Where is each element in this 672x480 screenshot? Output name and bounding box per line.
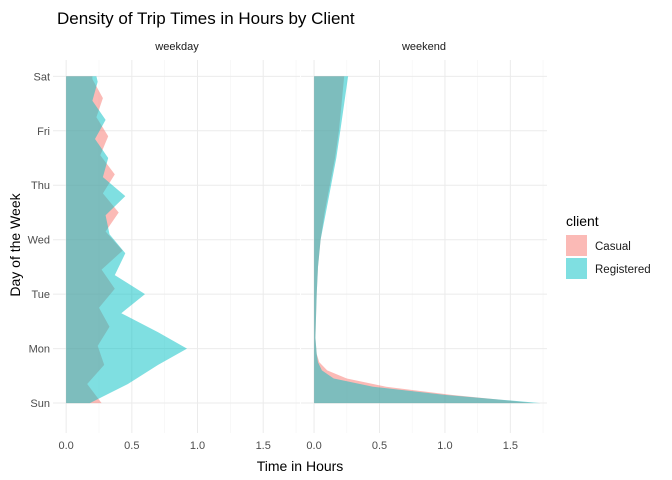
panel-weekday: weekday — [53, 41, 300, 433]
legend-label-casual: Casual — [595, 241, 631, 253]
y-tick-label: Mon — [29, 344, 50, 356]
legend-title: client — [566, 213, 599, 229]
y-tick-label: Fri — [37, 126, 50, 138]
legend-key-registered — [566, 258, 587, 279]
chart-title: Density of Trip Times in Hours by Client — [57, 9, 355, 28]
y-axis-title: Day of the Week — [7, 192, 23, 296]
x-tick-label: 0.0 — [306, 440, 321, 452]
panel-weekend: weekend — [301, 41, 547, 433]
y-tick-label: Wed — [28, 235, 50, 247]
y-tick-label: Sun — [30, 398, 50, 410]
density-area-registered-weekday — [66, 76, 187, 404]
facet-label-weekday: weekday — [154, 41, 199, 53]
x-tick-label: 1.5 — [256, 440, 271, 452]
x-axis-title: Time in Hours — [257, 458, 344, 474]
y-tick-label: Sat — [33, 71, 50, 83]
x-tick-label: 1.0 — [437, 440, 452, 452]
panel-weekday-areas — [66, 76, 187, 404]
x-tick-label: 1.0 — [190, 440, 205, 452]
legend: client Casual Registered — [566, 213, 651, 279]
x-tick-label: 0.5 — [372, 440, 387, 452]
facet-label-weekend: weekend — [401, 41, 446, 53]
density-area-registered-weekend — [314, 76, 541, 404]
x-tick-label: 0.5 — [124, 440, 139, 452]
y-axis-ticks: Sun Mon Tue Wed Thu Fri Sat — [28, 71, 50, 410]
x-tick-label: 0.0 — [58, 440, 73, 452]
panel-weekend-areas — [314, 76, 541, 404]
y-tick-label: Tue — [31, 289, 50, 301]
x-tick-label: 1.5 — [503, 440, 518, 452]
legend-label-registered: Registered — [595, 264, 651, 276]
y-tick-label: Thu — [31, 180, 50, 192]
panel-weekend-grid — [301, 60, 547, 433]
legend-key-casual — [566, 235, 587, 256]
legend-entries: Casual Registered — [566, 235, 651, 279]
x-axis-ticks: 0.0 0.5 1.0 1.5 0.0 0.5 1.0 1.5 — [58, 440, 518, 452]
